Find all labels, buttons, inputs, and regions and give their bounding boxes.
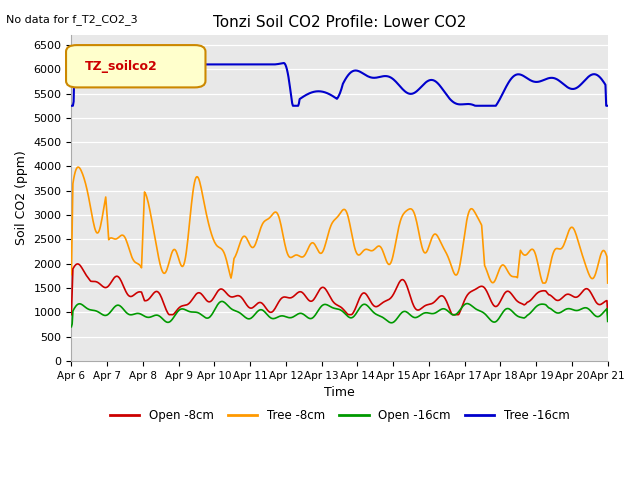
FancyBboxPatch shape (66, 45, 205, 87)
Legend: Open -8cm, Tree -8cm, Open -16cm, Tree -16cm: Open -8cm, Tree -8cm, Open -16cm, Tree -… (105, 404, 574, 427)
Y-axis label: Soil CO2 (ppm): Soil CO2 (ppm) (15, 151, 28, 245)
Text: TZ_soilco2: TZ_soilco2 (85, 60, 157, 73)
Title: Tonzi Soil CO2 Profile: Lower CO2: Tonzi Soil CO2 Profile: Lower CO2 (213, 15, 466, 30)
Text: No data for f_T2_CO2_3: No data for f_T2_CO2_3 (6, 14, 138, 25)
X-axis label: Time: Time (324, 386, 355, 399)
